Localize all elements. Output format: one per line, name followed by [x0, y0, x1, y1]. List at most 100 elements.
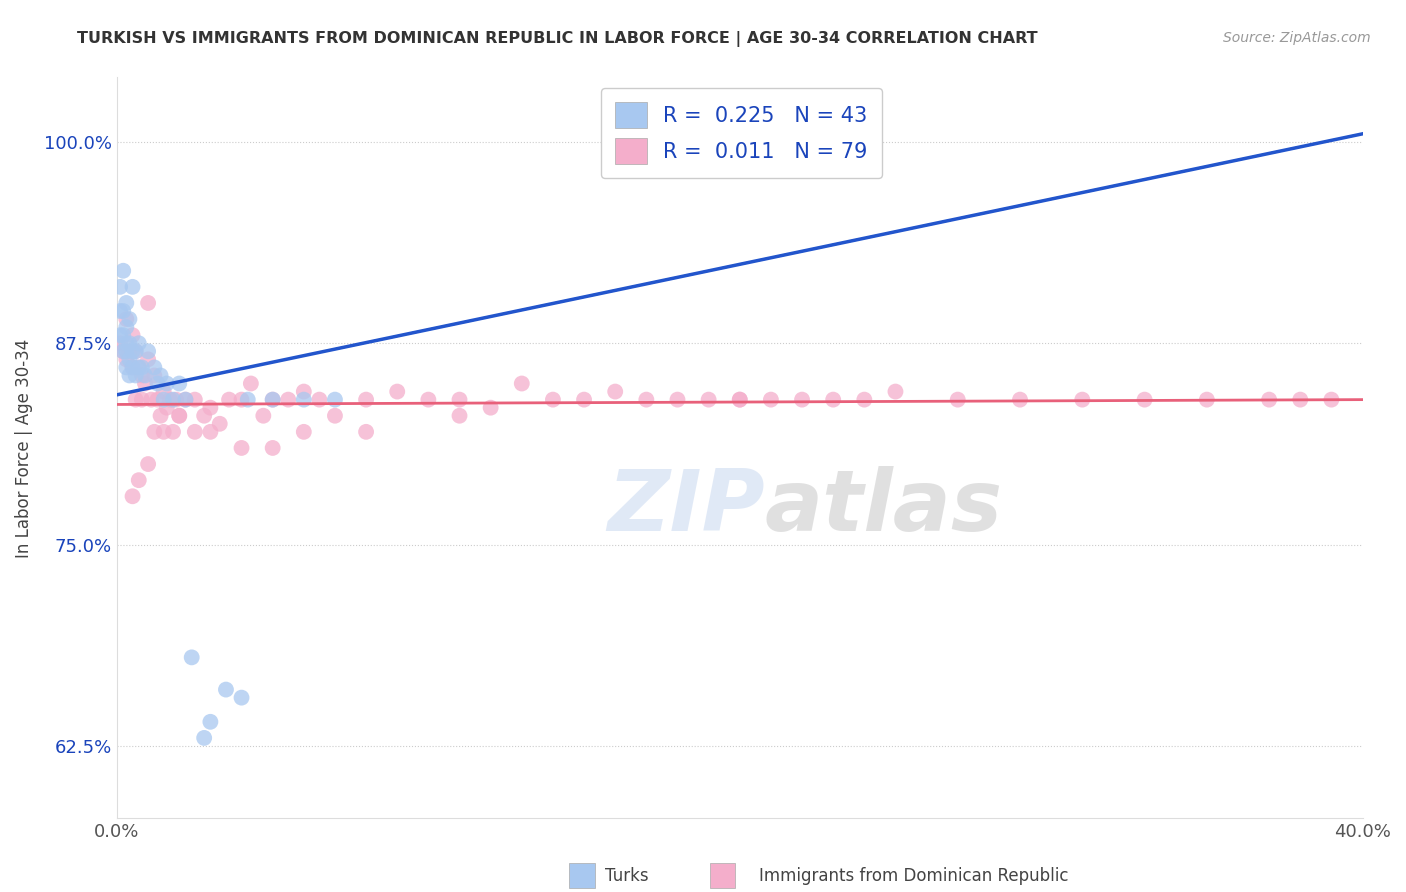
- Point: [510, 376, 533, 391]
- Point: [149, 368, 172, 383]
- Point: [252, 409, 274, 423]
- Text: Immigrants from Dominican Republic: Immigrants from Dominican Republic: [759, 867, 1069, 885]
- Point: [115, 360, 138, 375]
- Point: [131, 360, 153, 375]
- Point: [1133, 392, 1156, 407]
- Point: [292, 425, 315, 439]
- Point: [1008, 392, 1031, 407]
- Point: [262, 392, 284, 407]
- Point: [141, 392, 163, 407]
- Point: [136, 344, 159, 359]
- Point: [636, 392, 658, 407]
- Point: [697, 392, 720, 407]
- Point: [308, 392, 330, 407]
- Point: [112, 304, 135, 318]
- Point: [149, 409, 172, 423]
- Point: [152, 392, 174, 407]
- Point: [823, 392, 845, 407]
- Point: [884, 384, 907, 399]
- Point: [134, 368, 156, 383]
- Text: atlas: atlas: [765, 466, 1002, 549]
- Point: [121, 344, 143, 359]
- Point: [115, 320, 138, 334]
- Point: [118, 344, 141, 359]
- Point: [124, 344, 146, 359]
- Point: [1320, 392, 1343, 407]
- Point: [118, 352, 141, 367]
- Point: [449, 392, 471, 407]
- Point: [167, 376, 190, 391]
- Point: [108, 328, 131, 343]
- Point: [215, 682, 238, 697]
- Point: [323, 409, 346, 423]
- Point: [174, 392, 197, 407]
- Point: [449, 409, 471, 423]
- Point: [728, 392, 751, 407]
- Point: [136, 352, 159, 367]
- Point: [292, 384, 315, 399]
- Point: [156, 401, 179, 415]
- Point: [162, 425, 184, 439]
- Point: [131, 392, 153, 407]
- Point: [128, 360, 150, 375]
- Point: [218, 392, 240, 407]
- Point: [112, 328, 135, 343]
- Legend: R =  0.225   N = 43, R =  0.011   N = 79: R = 0.225 N = 43, R = 0.011 N = 79: [600, 87, 882, 178]
- Point: [115, 296, 138, 310]
- Point: [541, 392, 564, 407]
- Point: [605, 384, 627, 399]
- Point: [112, 344, 135, 359]
- Point: [115, 312, 138, 326]
- Point: [115, 336, 138, 351]
- Point: [418, 392, 440, 407]
- Point: [152, 425, 174, 439]
- Text: Turks: Turks: [605, 867, 648, 885]
- Point: [200, 425, 222, 439]
- Text: ZIP: ZIP: [607, 466, 765, 549]
- Point: [165, 392, 187, 407]
- Point: [231, 690, 253, 705]
- Point: [146, 392, 169, 407]
- Y-axis label: In Labor Force | Age 30-34: In Labor Force | Age 30-34: [15, 338, 32, 558]
- Point: [193, 409, 215, 423]
- Point: [262, 441, 284, 455]
- Point: [354, 392, 377, 407]
- Point: [124, 344, 146, 359]
- Point: [143, 368, 166, 383]
- Point: [231, 392, 253, 407]
- Point: [128, 360, 150, 375]
- Point: [174, 392, 197, 407]
- Point: [184, 392, 207, 407]
- Point: [156, 376, 179, 391]
- Point: [262, 392, 284, 407]
- Point: [387, 384, 409, 399]
- Point: [572, 392, 595, 407]
- Point: [479, 401, 502, 415]
- Point: [131, 368, 153, 383]
- Point: [239, 376, 262, 391]
- Point: [759, 392, 782, 407]
- Point: [108, 304, 131, 318]
- Point: [231, 441, 253, 455]
- Point: [143, 425, 166, 439]
- Point: [236, 392, 259, 407]
- Text: Source: ZipAtlas.com: Source: ZipAtlas.com: [1223, 31, 1371, 45]
- Point: [1289, 392, 1312, 407]
- Point: [193, 731, 215, 745]
- Point: [1195, 392, 1218, 407]
- Point: [121, 360, 143, 375]
- Point: [790, 392, 813, 407]
- Point: [108, 336, 131, 351]
- Point: [853, 392, 876, 407]
- Point: [200, 401, 222, 415]
- Point: [128, 473, 150, 487]
- Point: [121, 280, 143, 294]
- Point: [128, 336, 150, 351]
- Point: [108, 280, 131, 294]
- Point: [136, 296, 159, 310]
- Point: [112, 344, 135, 359]
- Point: [118, 368, 141, 383]
- Point: [124, 392, 146, 407]
- Point: [121, 489, 143, 503]
- Point: [1071, 392, 1094, 407]
